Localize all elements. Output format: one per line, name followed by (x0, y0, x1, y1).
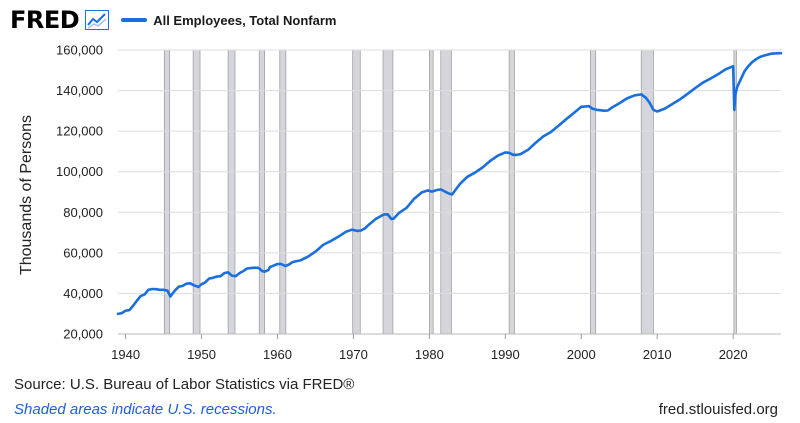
series-line (116, 51, 783, 316)
fred-logo[interactable]: FRED (10, 6, 80, 34)
line-graph-icon (85, 10, 110, 30)
x-tick-label: 1990 (491, 347, 520, 362)
chart-header: FRED All Employees, Total Nonfarm (10, 6, 336, 34)
x-tick-label: 1970 (339, 347, 368, 362)
recession-band (382, 49, 394, 335)
y-tick-label: 60,000 (63, 245, 103, 260)
legend-swatch (121, 18, 148, 22)
y-tick-label: 120,000 (56, 124, 103, 139)
recession-band (279, 49, 287, 335)
legend-label: All Employees, Total Nonfarm (153, 12, 337, 28)
recession-band (508, 49, 515, 335)
x-tick-label: 1950 (187, 347, 216, 362)
chart-legend: All Employees, Total Nonfarm (121, 13, 336, 28)
y-tick-label: 80,000 (63, 205, 103, 220)
recession-band (352, 49, 361, 335)
x-tick-label: 2020 (719, 347, 748, 362)
recession-band (589, 49, 597, 335)
x-tick-label: 2000 (567, 347, 596, 362)
x-tick-label: 2010 (643, 347, 672, 362)
y-tick-label: 100,000 (56, 164, 103, 179)
fred-site-link[interactable]: fred.stlouisfed.org (658, 401, 778, 418)
x-tick-label: 1940 (111, 347, 140, 362)
y-tick-label: 40,000 (63, 286, 103, 301)
recession-band (227, 49, 236, 335)
recession-band (258, 49, 265, 335)
series-layer (116, 51, 783, 316)
recession-band (640, 49, 654, 335)
x-axis: 1940 1950 1960 1970 1980 1990 2000 2010 2020 (111, 333, 781, 362)
x-tick-label: 1960 (263, 347, 292, 362)
y-axis-title: Thousands of Persons (18, 115, 35, 275)
recession-band (192, 49, 201, 335)
y-axis: 20,000 40,000 60,000 80,000 100,000 120,000 14… (56, 43, 103, 342)
y-tick-label: 20,000 (63, 327, 103, 342)
y-tick-label: 160,000 (56, 43, 103, 58)
x-tick-label: 1980 (415, 347, 444, 362)
recession-note: Shaded areas indicate U.S. recessions. (14, 401, 277, 418)
source-line: Source: U.S. Bureau of Labor Statistics … (14, 376, 355, 393)
recession-bands (163, 49, 737, 335)
y-tick-label: 140,000 (56, 83, 103, 98)
